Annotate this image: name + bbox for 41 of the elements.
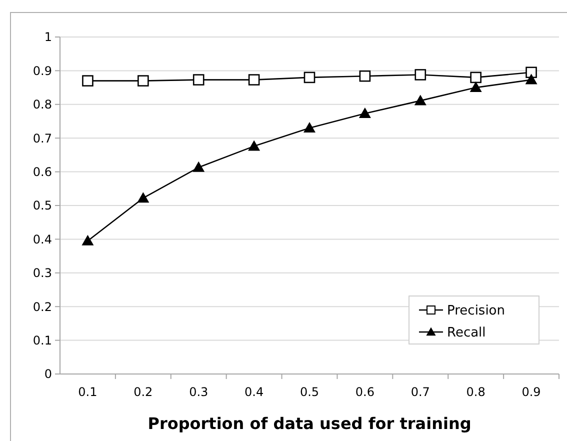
x-tick-label: 0.2	[134, 385, 153, 399]
point	[414, 69, 426, 80]
y-tick-label: 0.7	[32, 131, 52, 146]
legend-label: Recall	[447, 326, 486, 341]
point	[526, 66, 537, 78]
y-tick-label: 0.9	[32, 64, 52, 78]
x-axis-title: Proportion of data used for training	[148, 414, 472, 433]
point	[304, 72, 316, 84]
point	[192, 74, 204, 86]
point	[82, 234, 94, 246]
y-tick-label: 0.5	[32, 198, 52, 213]
point	[248, 74, 260, 86]
y-tick-label: 0.8	[32, 98, 52, 112]
point	[525, 74, 538, 84]
y-tick-label: 0.6	[32, 165, 52, 179]
x-tick-label: 0.7	[410, 385, 430, 399]
x-tick-label: 0.9	[522, 385, 541, 399]
x-tick-label: 0.6	[355, 385, 374, 399]
y-tick-label: 0.4	[32, 232, 52, 246]
x-tick-label: 0.3	[189, 385, 208, 399]
point	[358, 108, 371, 118]
point	[304, 122, 316, 132]
point	[414, 94, 426, 106]
point	[470, 82, 482, 92]
x-tick-label: 0.4	[244, 385, 264, 399]
x-tick-label: 0.1	[78, 385, 98, 399]
legend-label: Precision	[447, 304, 506, 319]
point	[137, 192, 150, 203]
y-tick-label: 0.1	[32, 334, 52, 348]
point	[82, 75, 94, 86]
point	[138, 75, 149, 86]
y-tick-label: 0.3	[32, 266, 52, 280]
y-tick-label: 0	[44, 367, 52, 382]
point	[470, 72, 482, 84]
point	[192, 161, 205, 172]
x-tick-label: 0.5	[300, 385, 320, 399]
y-tick-label: 1	[44, 30, 52, 44]
point	[248, 140, 260, 151]
point	[359, 70, 371, 82]
x-tick-label: 0.8	[466, 385, 486, 399]
y-tick-label: 0.2	[32, 300, 52, 314]
